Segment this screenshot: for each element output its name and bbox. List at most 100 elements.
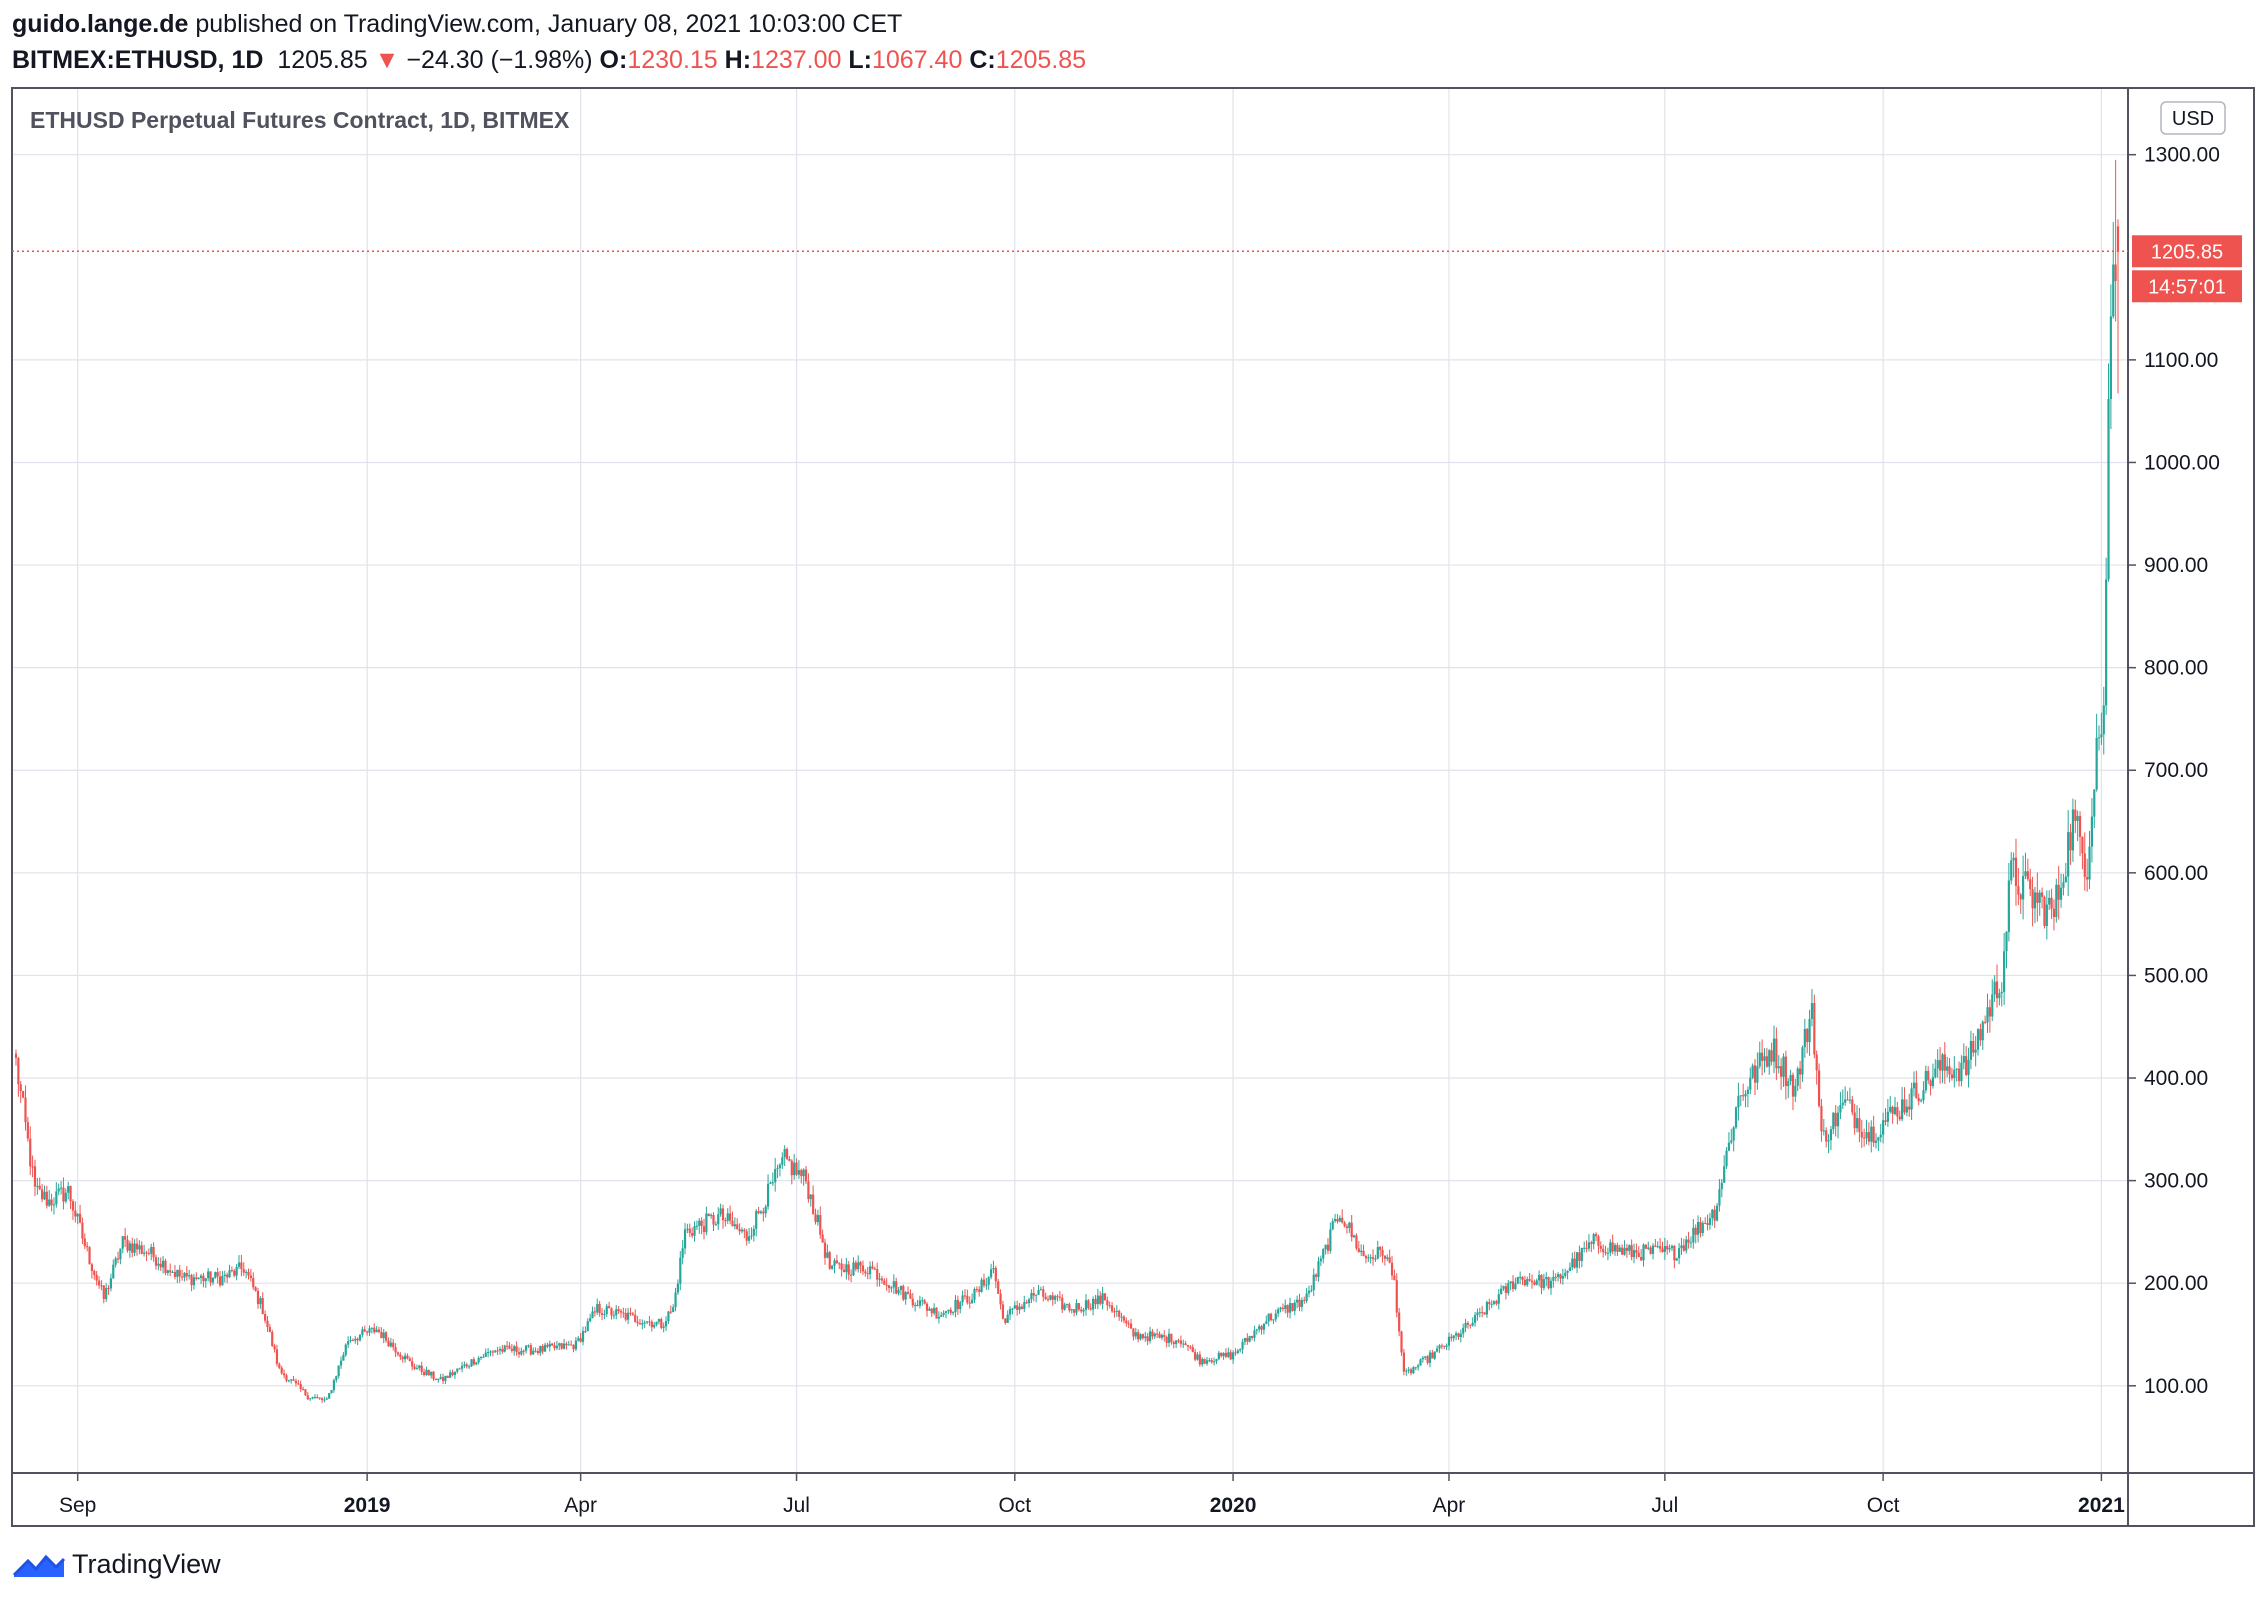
author-name[interactable]: guido.lange.de (12, 10, 189, 38)
candle-body (1566, 1270, 1569, 1273)
candle-body (1504, 1286, 1508, 1294)
candle-body (1016, 1305, 1019, 1310)
candle-body (1941, 1054, 1944, 1071)
candle-body (2095, 737, 2098, 790)
candle-body (216, 1272, 219, 1277)
candle-body (1058, 1296, 1061, 1298)
candle-body (842, 1269, 846, 1273)
chart-grid (12, 88, 2128, 1473)
candle-body (1132, 1328, 1135, 1337)
candle-body (828, 1252, 831, 1269)
candle-body (116, 1258, 120, 1260)
candle-body (1253, 1330, 1256, 1338)
candle-body (831, 1265, 834, 1269)
candle-body (524, 1345, 528, 1351)
candle-body (617, 1309, 620, 1311)
symbol-label: BITMEX:ETHUSD, 1D (12, 46, 264, 74)
candle-body (135, 1243, 139, 1250)
candle-body (366, 1331, 369, 1333)
candle-body (1877, 1137, 1880, 1141)
candle-body (598, 1303, 601, 1314)
candle-body (494, 1350, 497, 1353)
candle-body (1277, 1309, 1280, 1314)
candle-body (2031, 889, 2034, 909)
candle-body (1908, 1106, 1911, 1110)
candle-body (1976, 1029, 1980, 1050)
candle-body (2100, 734, 2103, 738)
candle-body (520, 1350, 523, 1355)
countdown-tag: 14:57:01 (2148, 276, 2226, 298)
candle-body (517, 1352, 521, 1355)
candle-body (534, 1350, 537, 1352)
candle-body (1787, 1081, 1790, 1087)
candle-body (199, 1275, 203, 1278)
candle-body (221, 1276, 224, 1286)
candle-body (1893, 1107, 1897, 1114)
candle-body (1398, 1312, 1401, 1332)
candle-body (2005, 931, 2008, 952)
candle-body (973, 1289, 976, 1300)
candle-body (1462, 1327, 1465, 1334)
candle-body (387, 1340, 390, 1347)
candle-body (195, 1277, 198, 1279)
candle-body (1419, 1359, 1422, 1366)
candle-body (529, 1345, 532, 1355)
candle-body (275, 1349, 279, 1364)
candle-body (785, 1148, 789, 1159)
candle-body (1706, 1223, 1709, 1225)
candle-body (928, 1308, 931, 1311)
candle-body (1400, 1331, 1403, 1353)
candle-body (816, 1215, 819, 1223)
candle-body (375, 1329, 378, 1333)
tradingview-brand[interactable]: TradingView (72, 1548, 221, 1579)
candle-body (641, 1323, 644, 1325)
candle-body (714, 1224, 717, 1226)
candle-body (1070, 1309, 1073, 1311)
candle-body (762, 1211, 765, 1214)
y-tick-label: 400.00 (2144, 1067, 2208, 1090)
tradingview-logo-icon[interactable] (12, 1549, 66, 1579)
candle-body (273, 1345, 276, 1350)
candle-body (1191, 1347, 1194, 1353)
candle-body (43, 1191, 46, 1200)
y-tick-label: 700.00 (2144, 759, 2208, 782)
candle-body (1523, 1279, 1526, 1286)
candle-body (29, 1138, 32, 1167)
candle-body (55, 1191, 58, 1205)
candle-body (1813, 1003, 1816, 1055)
candle-body (1580, 1247, 1583, 1261)
candle-body (1267, 1313, 1270, 1322)
candle-body (169, 1270, 172, 1273)
candle-body (2017, 886, 2020, 895)
candle-body (1979, 1029, 1982, 1041)
candle-body (1637, 1252, 1640, 1257)
candle-body (1687, 1239, 1690, 1243)
candle-body (1756, 1066, 1759, 1083)
candle-body (1296, 1299, 1299, 1303)
candle-body (1417, 1365, 1420, 1368)
candle-body (1692, 1227, 1695, 1243)
candle-body (1746, 1089, 1749, 1094)
candle-body (638, 1323, 642, 1325)
candle-body (771, 1182, 774, 1184)
candle-body (660, 1319, 663, 1328)
candle-body (1827, 1140, 1830, 1142)
candle-body (1307, 1290, 1311, 1294)
candle-body (460, 1365, 464, 1369)
candle-body (1068, 1304, 1071, 1311)
currency-button[interactable] (2160, 101, 2226, 135)
candle-body (2055, 884, 2058, 918)
candle-body (446, 1375, 449, 1378)
price-axis[interactable] (2127, 87, 2255, 1527)
candle-body (1820, 1106, 1823, 1132)
candle-body (2022, 876, 2025, 900)
candle-body (1912, 1082, 1916, 1089)
candle-body (1177, 1340, 1180, 1342)
candle-body (328, 1393, 331, 1399)
candle-body (1502, 1286, 1505, 1289)
candle-body (1428, 1352, 1432, 1363)
candle-body (676, 1283, 680, 1293)
candle-body (399, 1354, 402, 1357)
candle-body (733, 1224, 736, 1227)
